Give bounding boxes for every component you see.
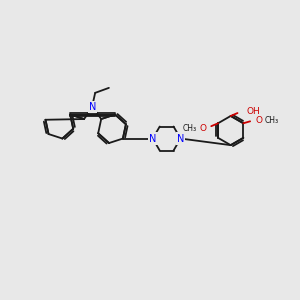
Text: OH: OH — [246, 106, 260, 116]
Text: O: O — [199, 124, 206, 133]
Text: N: N — [177, 134, 184, 143]
Text: O: O — [255, 116, 262, 125]
Text: CH₃: CH₃ — [265, 116, 279, 125]
Text: N: N — [149, 134, 157, 143]
Text: CH₃: CH₃ — [183, 124, 197, 133]
Text: N: N — [89, 102, 96, 112]
